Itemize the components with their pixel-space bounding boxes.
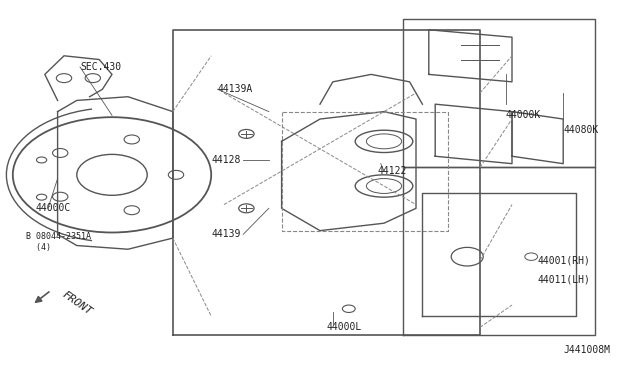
Text: 44139A: 44139A — [218, 84, 253, 94]
Text: J441008M: J441008M — [563, 345, 610, 355]
Text: 44080K: 44080K — [563, 125, 598, 135]
Text: B 08044-2351A
  (4): B 08044-2351A (4) — [26, 232, 91, 251]
Text: 44000C: 44000C — [35, 203, 70, 213]
Text: 44139: 44139 — [211, 230, 241, 239]
Text: 44000L: 44000L — [326, 323, 362, 332]
Text: 44011(LH): 44011(LH) — [538, 274, 591, 284]
Text: FRONT: FRONT — [61, 289, 94, 317]
Text: 44122: 44122 — [378, 166, 407, 176]
Text: 44000K: 44000K — [506, 110, 541, 120]
Text: 44128: 44128 — [211, 155, 241, 165]
Text: 44001(RH): 44001(RH) — [538, 256, 591, 265]
Text: SEC.430: SEC.430 — [80, 62, 121, 72]
